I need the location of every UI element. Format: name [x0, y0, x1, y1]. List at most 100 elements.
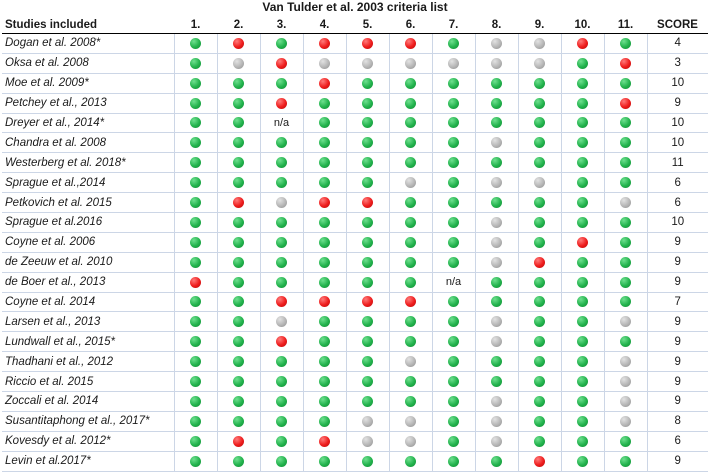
- green-dot-icon: [577, 256, 588, 268]
- green-dot-icon: [190, 157, 201, 169]
- criterion-cell: [388, 252, 432, 273]
- study-name: Sprague et al.,2014: [2, 172, 174, 194]
- red-dot-icon: [276, 296, 287, 308]
- green-dot-icon: [577, 415, 588, 427]
- green-dot-icon: [362, 395, 373, 407]
- study-name: Moe et al. 2009*: [2, 73, 174, 94]
- criterion-header: 4.: [303, 16, 346, 34]
- criterion-cell: [603, 272, 647, 293]
- red-dot-icon: [405, 37, 416, 49]
- red-dot-icon: [276, 336, 287, 348]
- green-dot-icon: [233, 157, 244, 169]
- criterion-cell: [216, 212, 260, 233]
- header-row: Studies included 1. 2. 3. 4. 5. 6. 7. 8.…: [2, 16, 708, 34]
- criterion-cell: [431, 311, 475, 333]
- criterion-cell: [302, 252, 346, 273]
- green-dot-icon: [577, 276, 588, 288]
- criterion-cell: [302, 113, 346, 134]
- criterion-cell: [302, 411, 346, 432]
- green-dot-icon: [233, 376, 244, 388]
- criterion-cell: [560, 132, 604, 154]
- study-name: Dreyer et al., 2014*: [2, 113, 174, 134]
- red-dot-icon: [405, 296, 416, 308]
- criterion-cell: [517, 33, 561, 54]
- criterion-cell: [431, 152, 475, 174]
- criterion-cell: [388, 113, 432, 134]
- criterion-cell: [259, 252, 303, 273]
- green-dot-icon: [448, 97, 459, 109]
- green-dot-icon: [577, 197, 588, 209]
- criterion-cell: [173, 232, 217, 253]
- green-dot-icon: [233, 276, 244, 288]
- criterion-cell: [173, 292, 217, 313]
- green-dot-icon: [362, 336, 373, 348]
- criterion-cell: [173, 371, 217, 393]
- score-cell: 6: [646, 431, 708, 452]
- green-dot-icon: [190, 395, 201, 407]
- criterion-cell: [345, 371, 389, 393]
- criterion-cell: [474, 93, 518, 114]
- criterion-cell: [474, 132, 518, 154]
- green-dot-icon: [362, 177, 373, 189]
- green-dot-icon: [233, 97, 244, 109]
- criterion-cell: [603, 113, 647, 134]
- criterion-cell: [431, 172, 475, 194]
- criterion-cell: [216, 53, 260, 74]
- green-dot-icon: [190, 455, 201, 467]
- criterion-cell: [259, 212, 303, 233]
- criterion-cell: [560, 152, 604, 174]
- criterion-cell: [173, 33, 217, 54]
- green-dot-icon: [534, 236, 545, 248]
- criterion-cell: [388, 132, 432, 154]
- criterion-cell: [517, 411, 561, 432]
- criterion-cell: [345, 93, 389, 114]
- criterion-cell: [603, 232, 647, 253]
- green-dot-icon: [534, 276, 545, 288]
- score-cell: 10: [646, 113, 708, 134]
- grey-dot-icon: [491, 216, 502, 228]
- criterion-cell: [216, 113, 260, 134]
- green-dot-icon: [448, 197, 459, 209]
- criterion-cell: [474, 371, 518, 393]
- criterion-cell: [259, 331, 303, 353]
- green-dot-icon: [577, 97, 588, 109]
- table-row: Coyne et al. 2006 9: [2, 232, 708, 253]
- green-dot-icon: [491, 356, 502, 368]
- criterion-cell: [259, 132, 303, 154]
- study-name: Coyne et al. 2014: [2, 292, 174, 313]
- criterion-cell: [560, 232, 604, 253]
- criterion-cell: [388, 93, 432, 114]
- study-name: Petkovich et al. 2015: [2, 192, 174, 214]
- green-dot-icon: [276, 137, 287, 149]
- criterion-cell: [603, 73, 647, 94]
- criterion-cell: [431, 451, 475, 472]
- criterion-cell: [388, 371, 432, 393]
- grey-dot-icon: [405, 177, 416, 189]
- green-dot-icon: [319, 316, 330, 328]
- green-dot-icon: [534, 316, 545, 328]
- criterion-cell: [345, 391, 389, 412]
- red-dot-icon: [534, 256, 545, 268]
- green-dot-icon: [319, 395, 330, 407]
- not-applicable-label: n/a: [273, 117, 290, 129]
- green-dot-icon: [405, 216, 416, 228]
- criterion-cell: [259, 192, 303, 214]
- table-row: Larsen et al., 2013 9: [2, 311, 708, 333]
- green-dot-icon: [448, 395, 459, 407]
- score-cell: 9: [646, 331, 708, 353]
- green-dot-icon: [620, 296, 631, 308]
- grey-dot-icon: [319, 57, 330, 69]
- grey-dot-icon: [491, 137, 502, 149]
- criterion-cell: [216, 292, 260, 313]
- criterion-cell: [216, 73, 260, 94]
- criterion-cell: [603, 172, 647, 194]
- grey-dot-icon: [405, 57, 416, 69]
- criterion-cell: [345, 33, 389, 54]
- criterion-cell: [302, 132, 346, 154]
- red-dot-icon: [190, 276, 201, 288]
- table-row: Petchey et al., 2013 9: [2, 93, 708, 114]
- criterion-cell: [345, 152, 389, 174]
- criterion-cell: [302, 33, 346, 54]
- criterion-cell: [259, 292, 303, 313]
- green-dot-icon: [362, 117, 373, 129]
